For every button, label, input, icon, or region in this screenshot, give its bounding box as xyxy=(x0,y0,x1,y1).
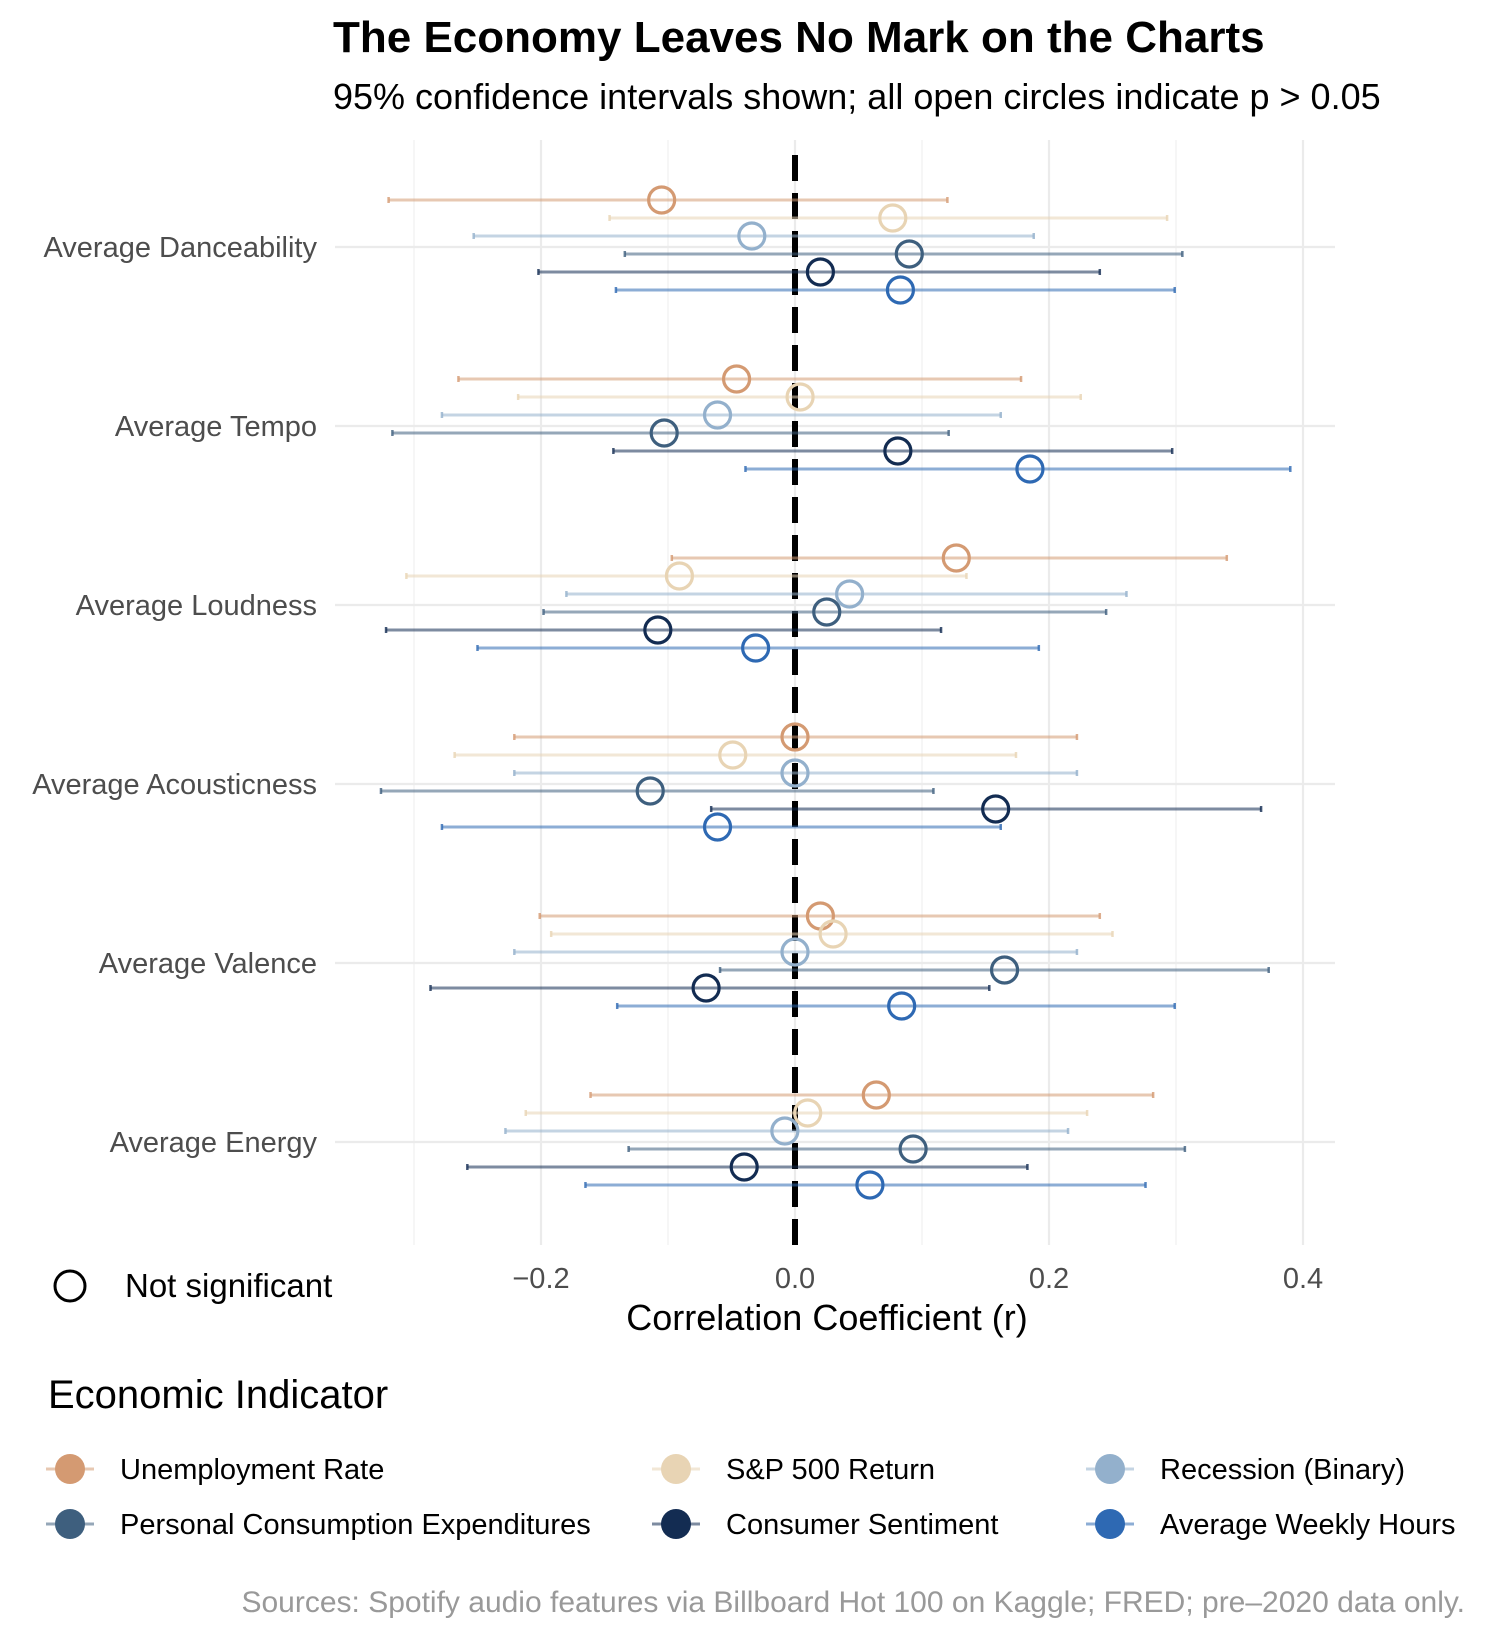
estimate-point xyxy=(780,722,810,752)
legend: Unemployment Rate S&P 500 Return Recession… xyxy=(46,1454,1456,1541)
legend-key-dot xyxy=(1095,1454,1125,1484)
y-tick-label: Average Acousticness xyxy=(32,769,317,801)
x-axis-tick-labels: −0.2 0.0 0.2 0.4 xyxy=(512,1263,1323,1295)
estimate-point xyxy=(883,436,913,466)
grid-minor xyxy=(413,140,1177,1245)
y-tick-label: Average Loudness xyxy=(76,590,317,622)
y-tick-label: Average Danceability xyxy=(43,232,317,264)
estimate-point xyxy=(793,1098,823,1128)
legend-item-label: Personal Consumption Expenditures xyxy=(120,1509,591,1541)
estimate-point xyxy=(780,758,810,788)
y-tick-label: Average Tempo xyxy=(115,411,317,443)
estimate-point xyxy=(729,1152,759,1182)
estimate-point xyxy=(643,615,673,645)
estimate-point xyxy=(887,991,917,1021)
estimate-point xyxy=(855,1170,885,1200)
chart-title: The Economy Leaves No Mark on the Charts xyxy=(333,13,1265,62)
estimate-point xyxy=(894,239,924,269)
estimate-point xyxy=(878,203,908,233)
grid-major xyxy=(335,140,1335,1245)
estimate-point xyxy=(702,400,733,430)
estimate-point xyxy=(941,543,971,573)
legend-key-dot xyxy=(661,1509,691,1539)
estimate-point xyxy=(898,1134,928,1164)
legend-item-label: Recession (Binary) xyxy=(1160,1454,1405,1486)
estimate-point xyxy=(664,561,695,591)
x-tick-label: 0.4 xyxy=(1283,1263,1323,1295)
estimate-point xyxy=(741,633,771,663)
legend-key-dot xyxy=(55,1454,85,1484)
estimate-point xyxy=(805,257,836,287)
y-axis-labels: Average Danceability Average Tempo Average… xyxy=(32,232,317,1159)
estimate-point xyxy=(780,937,810,967)
legend-item-label: S&P 500 Return xyxy=(726,1454,935,1486)
estimate-point xyxy=(691,973,721,1003)
estimate-point xyxy=(818,919,848,949)
plot-panel xyxy=(335,140,1335,1250)
estimate-point xyxy=(721,364,752,394)
estimate-point xyxy=(718,740,748,770)
y-tick-label: Average Valence xyxy=(99,948,317,980)
data-marks xyxy=(379,185,1292,1200)
x-tick-label: −0.2 xyxy=(512,1263,569,1295)
estimate-point xyxy=(649,418,679,448)
legend-key-dot xyxy=(1095,1509,1125,1539)
estimate-point xyxy=(785,382,815,412)
legend-title: Economic Indicator xyxy=(48,1373,388,1417)
estimate-point xyxy=(989,955,1020,985)
estimate-point xyxy=(981,794,1011,824)
y-tick-label: Average Energy xyxy=(110,1127,318,1159)
estimate-point xyxy=(1015,454,1045,484)
x-axis-label: Correlation Coefficient (r) xyxy=(626,1297,1027,1338)
not-significant-label: Not significant xyxy=(125,1267,332,1304)
legend-item-label: Consumer Sentiment xyxy=(726,1509,998,1541)
estimate-point xyxy=(861,1080,891,1110)
legend-key-dot xyxy=(661,1454,691,1484)
estimate-point xyxy=(835,579,865,609)
x-tick-label: 0.2 xyxy=(1029,1263,1069,1295)
estimate-point xyxy=(647,185,677,215)
chart-caption: Sources: Spotify audio features via Bill… xyxy=(241,1586,1465,1619)
estimate-point xyxy=(702,812,733,842)
legend-item-label: Average Weekly Hours xyxy=(1160,1509,1456,1541)
estimate-point xyxy=(737,221,767,251)
estimate-point xyxy=(635,776,665,806)
x-tick-label: 0.0 xyxy=(775,1263,815,1295)
estimate-point xyxy=(885,275,916,305)
open-circle-legend-marker xyxy=(53,1269,87,1303)
significance-legend: Not significant xyxy=(53,1267,332,1304)
estimate-point xyxy=(812,597,842,627)
estimate-point xyxy=(770,1116,800,1146)
chart-subtitle: 95% confidence intervals shown; all open… xyxy=(333,76,1381,117)
legend-item-label: Unemployment Rate xyxy=(120,1454,384,1486)
legend-key-dot xyxy=(55,1509,85,1539)
